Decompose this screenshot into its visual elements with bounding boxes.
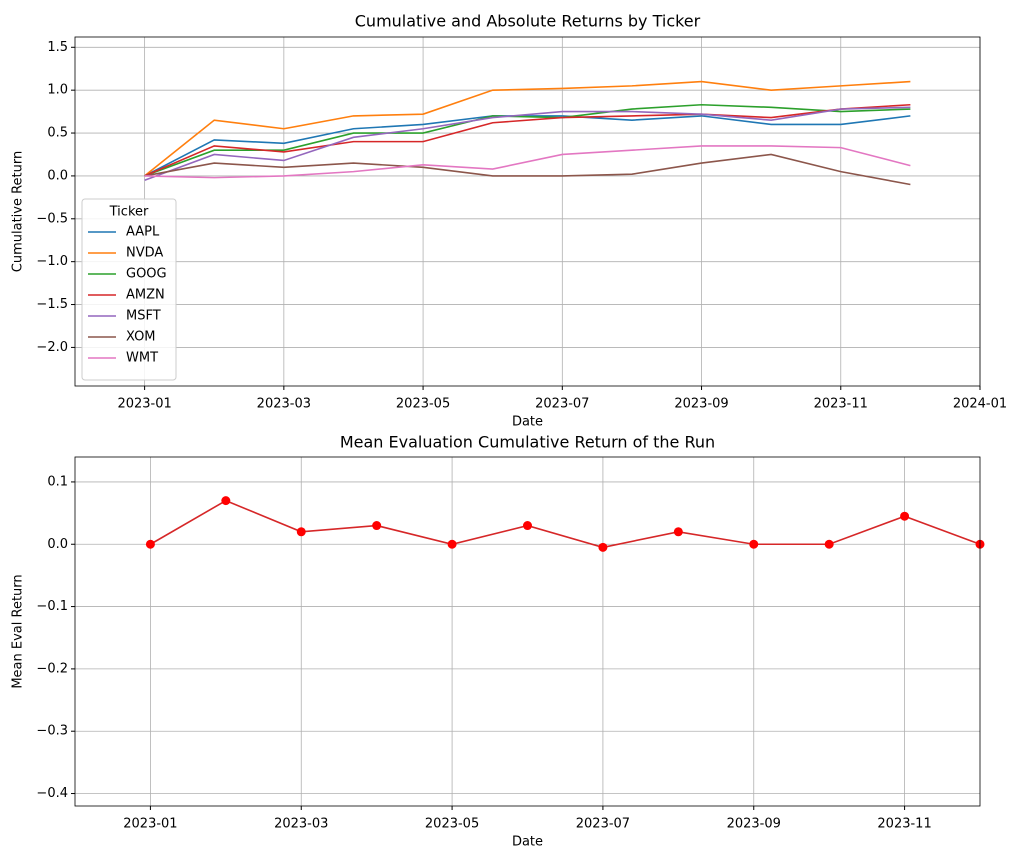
series-line: [144, 115, 911, 177]
point-marker: [598, 542, 608, 552]
x-tick-label: 2023-11: [814, 397, 868, 412]
x-tick-label: 2023-09: [674, 397, 728, 412]
x-axis-label: Date: [512, 415, 543, 430]
point-marker: [824, 539, 834, 549]
chart-title: Cumulative and Absolute Returns by Ticke…: [355, 12, 701, 31]
legend-label: XOM: [126, 330, 156, 345]
series-line: [144, 106, 911, 181]
point-marker: [749, 539, 759, 549]
y-tick-label: 1.0: [47, 83, 68, 98]
chart-title: Mean Evaluation Cumulative Return of the…: [340, 433, 715, 452]
y-tick-label: 0.5: [47, 126, 68, 141]
y-tick-label: 0.1: [47, 474, 68, 489]
point-marker: [447, 539, 457, 549]
y-tick-label: −0.1: [36, 599, 68, 614]
series-line: [144, 145, 911, 179]
y-tick-label: −0.3: [36, 724, 68, 739]
x-tick-label: 2023-03: [257, 397, 311, 412]
point-marker: [523, 521, 532, 531]
x-tick-label: 2024-01: [953, 397, 1007, 412]
x-tick-label: 2023-09: [727, 817, 781, 832]
point-marker: [900, 511, 910, 521]
y-tick-label: −2.0: [36, 340, 68, 355]
x-tick-label: 2023-07: [576, 817, 630, 832]
legend-label: AAPL: [126, 225, 160, 240]
y-tick-label: 1.5: [47, 40, 68, 55]
x-axis-label: Date: [512, 835, 543, 850]
y-tick-label: −1.0: [36, 254, 68, 269]
x-tick-label: 2023-01: [117, 397, 171, 412]
x-tick-label: 2023-03: [274, 817, 328, 832]
series-line: [144, 153, 911, 186]
y-tick-label: −1.5: [36, 297, 68, 312]
x-tick-label: 2023-05: [425, 817, 479, 832]
legend-label: MSFT: [126, 309, 161, 324]
y-tick-label: −0.5: [36, 211, 68, 226]
legend-label: WMT: [126, 351, 158, 366]
x-tick-label: 2023-01: [123, 817, 177, 832]
x-tick-label: 2023-11: [877, 817, 931, 832]
y-axis-label: Cumulative Return: [11, 151, 26, 272]
y-axis-label: Mean Eval Return: [11, 574, 26, 688]
point-marker: [145, 539, 155, 549]
legend-label: AMZN: [126, 288, 165, 303]
axes-frame: [74, 36, 981, 387]
point-marker: [296, 527, 306, 537]
legend-label: NVDA: [126, 246, 163, 261]
y-tick-label: −0.2: [36, 661, 68, 676]
series-line: [150, 499, 981, 549]
legend-label: GOOG: [126, 267, 167, 282]
axes-frame: [74, 456, 981, 807]
x-tick-label: 2023-05: [396, 397, 450, 412]
legend-title: Ticker: [109, 205, 149, 220]
legend-box: [81, 198, 177, 381]
y-tick-label: 0.0: [47, 168, 68, 183]
point-marker: [372, 521, 382, 531]
series-line: [144, 103, 911, 177]
point-marker: [221, 496, 231, 506]
series-line: [144, 80, 911, 177]
x-tick-label: 2023-07: [535, 397, 589, 412]
point-marker: [673, 527, 683, 537]
y-tick-label: 0.0: [47, 537, 68, 552]
y-tick-label: −0.4: [36, 786, 68, 801]
